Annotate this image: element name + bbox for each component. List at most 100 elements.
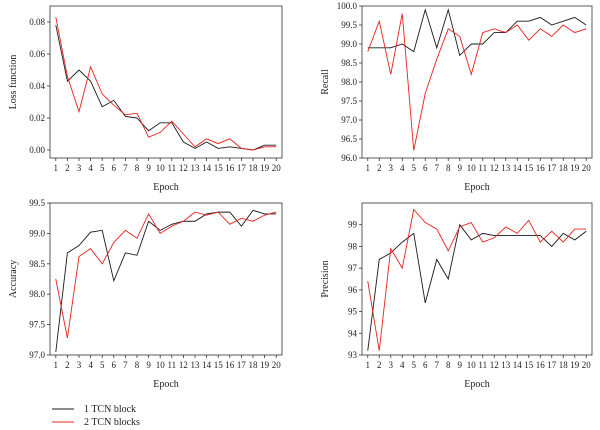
x-tick-label: 10: [467, 163, 477, 173]
y-tick-label: 97.5: [341, 96, 357, 106]
plot-frame: [49, 5, 283, 159]
x-tick-label: 18: [249, 360, 259, 370]
y-tick-label: 98.0: [341, 77, 357, 87]
series-line-2-tcn-blocks: [55, 211, 277, 339]
x-tick-label: 8: [135, 360, 140, 370]
y-tick-label: 99.5: [29, 198, 45, 208]
y-tick-label: 99.0: [341, 39, 357, 49]
x-tick-label: 4: [88, 360, 93, 370]
y-tick-label: 97.0: [341, 115, 357, 125]
x-tick-label: 3: [77, 360, 82, 370]
y-axis-label: Recall: [320, 69, 331, 95]
x-tick-label: 4: [400, 360, 405, 370]
x-axis-label: Epoch: [153, 182, 179, 193]
x-tick-label: 7: [435, 163, 440, 173]
x-tick-label: 13: [191, 163, 201, 173]
x-tick-label: 6: [112, 360, 117, 370]
x-tick-label: 18: [559, 360, 569, 370]
x-tick-label: 16: [536, 163, 546, 173]
y-tick-label: 99.0: [29, 228, 45, 238]
x-tick-label: 20: [272, 360, 282, 370]
x-tick-label: 4: [400, 163, 405, 173]
y-tick-label: 98: [348, 241, 358, 251]
x-tick-label: 12: [179, 163, 188, 173]
series-line-1-tcn-block: [55, 209, 277, 353]
x-tick-label: 12: [490, 163, 499, 173]
y-tick-label: 97: [348, 263, 358, 273]
y-tick-label: 97.0: [29, 350, 45, 360]
x-tick-label: 18: [559, 163, 569, 173]
x-tick-label: 20: [582, 360, 592, 370]
y-tick-label: 96.5: [341, 134, 357, 144]
x-tick-label: 8: [135, 163, 140, 173]
y-tick-label: 100.0: [337, 1, 358, 11]
x-tick-label: 5: [412, 163, 417, 173]
y-axis-label: Precision: [320, 260, 331, 297]
x-tick-label: 9: [146, 163, 151, 173]
series-line-1-tcn-block: [55, 25, 277, 151]
x-tick-label: 13: [501, 360, 511, 370]
x-tick-label: 5: [100, 360, 105, 370]
x-tick-label: 2: [377, 360, 382, 370]
x-tick-label: 14: [513, 163, 523, 173]
x-tick-label: 8: [446, 360, 451, 370]
x-tick-label: 9: [146, 360, 151, 370]
x-tick-label: 6: [423, 163, 428, 173]
x-tick-label: 13: [501, 163, 511, 173]
x-tick-label: 7: [123, 360, 128, 370]
y-tick-label: 0.08: [29, 17, 45, 27]
y-tick-label: 98.0: [29, 289, 45, 299]
x-tick-label: 14: [202, 360, 212, 370]
y-tick-label: 96: [348, 285, 358, 295]
x-tick-label: 18: [249, 163, 259, 173]
y-tick-label: 99: [348, 220, 358, 230]
x-tick-label: 12: [179, 360, 188, 370]
x-tick-label: 7: [435, 360, 440, 370]
x-tick-label: 16: [536, 360, 546, 370]
x-tick-label: 10: [467, 360, 477, 370]
x-tick-label: 3: [389, 360, 394, 370]
x-tick-label: 14: [513, 360, 523, 370]
x-tick-label: 6: [112, 163, 117, 173]
x-tick-label: 20: [582, 163, 592, 173]
x-tick-label: 15: [524, 360, 534, 370]
x-tick-label: 1: [366, 163, 371, 173]
x-tick-label: 7: [123, 163, 128, 173]
plot-frame: [361, 5, 593, 159]
y-tick-label: 0.00: [29, 145, 45, 155]
chart-accuracy: 97.097.598.098.599.099.51 2 3 4 5 6 7 8 9 10 11 12 1…: [8, 198, 283, 390]
x-tick-label: 15: [524, 163, 534, 173]
x-tick-label: 5: [100, 163, 105, 173]
x-tick-label: 19: [260, 163, 270, 173]
x-tick-label: 16: [225, 360, 235, 370]
x-tick-label: 8: [446, 163, 451, 173]
series-line-1-tcn-block: [367, 8, 587, 57]
x-tick-label: 19: [260, 360, 270, 370]
y-tick-label: 0.06: [29, 49, 45, 59]
x-tick-label: 13: [191, 360, 201, 370]
x-tick-label: 10: [156, 360, 166, 370]
x-tick-label: 12: [490, 360, 499, 370]
x-tick-label: 4: [88, 163, 93, 173]
y-tick-label: 98.5: [29, 259, 45, 269]
plot-frame: [49, 202, 283, 356]
x-tick-label: 19: [570, 360, 580, 370]
y-tick-label: 94: [348, 328, 358, 338]
y-axis-label: Accuracy: [8, 260, 19, 298]
x-tick-label: 16: [225, 163, 235, 173]
x-tick-label: 14: [202, 163, 212, 173]
y-tick-label: 95: [348, 307, 358, 317]
x-tick-label: 15: [214, 163, 224, 173]
y-tick-label: 97.5: [29, 320, 45, 330]
plot-frame: [361, 202, 593, 356]
y-tick-label: 99.5: [341, 20, 357, 30]
series-line-2-tcn-blocks: [55, 17, 277, 151]
chart-loss: 0.000.020.040.060.081 2 3 4 5 6 7 8 9 10 11 12 13 14 1…: [8, 5, 283, 193]
y-tick-label: 96.0: [341, 153, 357, 163]
x-tick-label: 11: [478, 360, 487, 370]
x-tick-label: 17: [237, 360, 247, 370]
x-tick-label: 10: [156, 163, 166, 173]
x-tick-label: 15: [214, 360, 224, 370]
series-line-2-tcn-blocks: [367, 13, 587, 151]
